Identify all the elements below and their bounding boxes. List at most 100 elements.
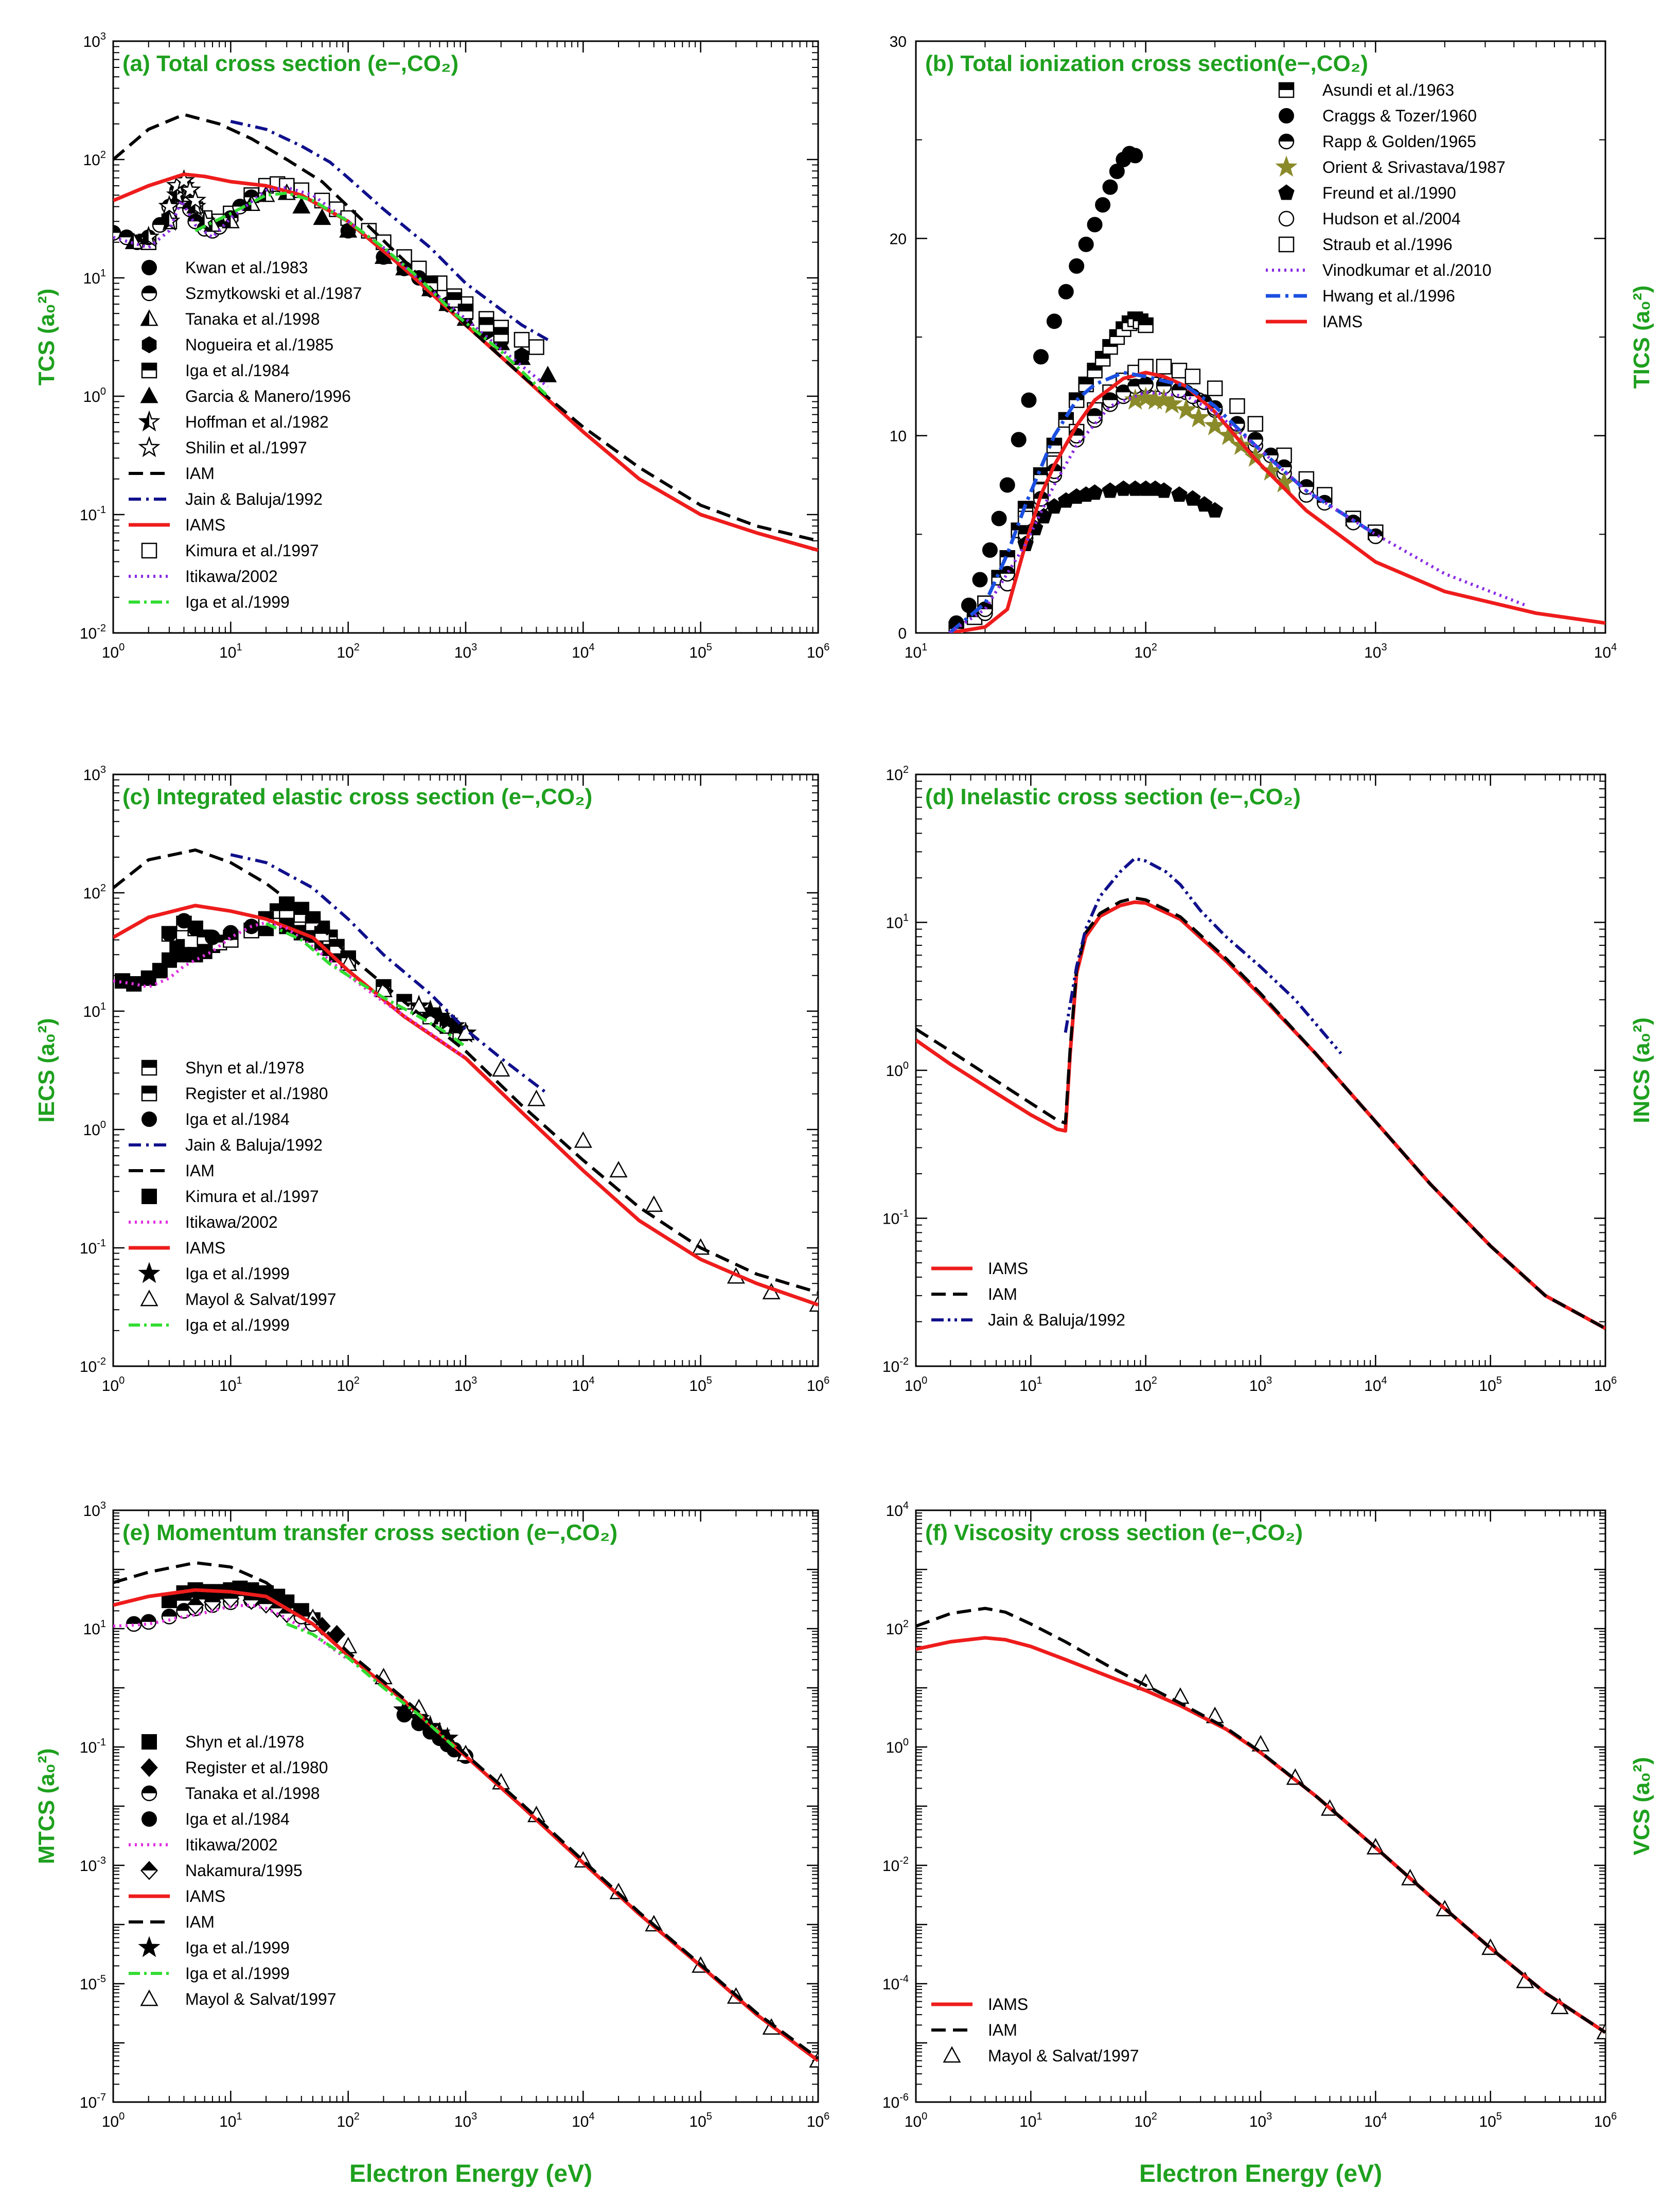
y-tick-label: 10-2	[882, 1356, 909, 1375]
panel-title-e: (e) Momentum transfer cross section (e−,…	[122, 1520, 617, 1545]
series-line-iams	[113, 904, 818, 1307]
legend-label: Rapp & Golden/1965	[1322, 132, 1476, 151]
series-craggs-tozer-1960	[948, 146, 1143, 631]
legend-entry: IAMS	[129, 516, 225, 534]
legend-entry: Tanaka et al./1998	[140, 309, 320, 328]
y-tick-label: 100	[83, 1119, 107, 1139]
legend-label: Itikawa/2002	[185, 1213, 278, 1231]
data-point	[1058, 284, 1074, 299]
x-tick-label: 104	[1364, 2111, 1387, 2130]
legend-entry: Iga et al./1999	[138, 1262, 290, 1283]
series-line-iam	[113, 1561, 818, 2060]
legend-label: Shyn et al./1978	[185, 1733, 304, 1751]
data-point	[609, 1161, 628, 1178]
x-tick-label: 102	[1134, 2111, 1157, 2130]
legend-label: Nakamura/1995	[185, 1861, 303, 1880]
data-point	[982, 542, 998, 558]
legend-label: Orient & Srivastava/1987	[1322, 158, 1506, 177]
y-tick-label: 20	[890, 231, 907, 248]
y-tick-label: 10-6	[882, 2092, 909, 2111]
series-group	[113, 113, 818, 552]
legend-label: IAMS	[185, 516, 225, 534]
legend-entry: Itikawa/2002	[129, 1213, 278, 1231]
legend-marker	[1275, 155, 1298, 177]
x-axis-label-left: Electron Energy (eV)	[349, 2160, 592, 2187]
y-tick-label: 100	[886, 1737, 909, 1756]
x-tick-label: 100	[102, 1375, 125, 1395]
legend-entry: Asundi et al./1963	[1278, 81, 1454, 99]
series-nakamura-1995	[186, 1589, 296, 1623]
legend-label: Kimura et al./1997	[185, 541, 319, 560]
series-line-iam	[916, 896, 1605, 1330]
legend-entry: Hudson et al./2004	[1278, 209, 1461, 228]
legend-entry: Garcia & Manero/1996	[140, 386, 351, 405]
legend-entry: Rapp & Golden/1965	[1278, 132, 1476, 151]
legend-entry: Kwan et al./1983	[142, 258, 308, 277]
legend-marker	[140, 386, 158, 403]
y-axis-ticks: 10-7 10-5 10-3 10-1 101 103	[80, 1500, 818, 2111]
legend-label: IAMS	[185, 1887, 225, 1905]
x-tick-label: 103	[454, 1375, 478, 1395]
legend-label: Jain & Baluja/1992	[185, 490, 323, 508]
series-shilin-et-al-1997	[158, 169, 207, 216]
series-group	[113, 1561, 818, 2068]
panel-title-c: (c) Integrated elastic cross section (e−…	[122, 784, 592, 809]
legend-label: Jain & Baluja/1992	[185, 1136, 323, 1154]
y-tick-label: 10-4	[882, 1973, 909, 1993]
x-tick-label: 102	[337, 1375, 360, 1395]
y-axis-label-e: MTCS (a₀²)	[34, 1748, 59, 1864]
x-tick-label: 103	[1249, 1375, 1272, 1395]
data-point	[161, 926, 177, 942]
legend-marker	[141, 362, 157, 379]
data-point	[1184, 490, 1201, 506]
legend-marker	[142, 1811, 157, 1827]
y-axis-ticks: 0 10 20 30	[890, 33, 1605, 642]
x-tick-label: 100	[905, 1375, 928, 1395]
legend-label: Hoffman et al./1982	[185, 413, 329, 431]
y-tick-label: 10	[890, 428, 907, 445]
legend-marker	[138, 1936, 161, 1957]
legend-entry: Shyn et al./1978	[142, 1733, 304, 1751]
legend-entry: Straub et al./1996	[1278, 235, 1453, 254]
x-tick-label: 100	[102, 642, 125, 661]
legend-f: IAMS IAM Mayol & Salvat/1997	[931, 1995, 1139, 2065]
x-tick-label: 103	[1364, 642, 1387, 661]
data-point	[161, 1609, 178, 1625]
legend-label: Hwang et al./1996	[1322, 287, 1455, 305]
legend-marker	[1278, 133, 1295, 150]
series-group	[916, 1607, 1605, 2040]
x-tick-label: 100	[905, 2111, 928, 2130]
x-tick-label: 105	[1479, 2111, 1502, 2130]
data-point	[527, 1089, 545, 1106]
legend-entry: Jain & Baluja/1992	[129, 1136, 323, 1154]
y-tick-label: 10-3	[80, 1855, 106, 1875]
y-tick-label: 100	[886, 1060, 909, 1080]
data-point	[313, 208, 331, 225]
legend-label: IAM	[988, 1285, 1017, 1303]
legend-label: IAMS	[988, 1995, 1028, 2014]
legend-entry: Jain & Baluja/1992	[931, 1311, 1125, 1329]
y-tick-label: 100	[83, 386, 107, 405]
legend-entry: IAMS	[931, 1259, 1028, 1278]
legend-entry: Iga et al./1999	[129, 1964, 290, 1983]
legend-entry: Szmytkowski et al./1987	[141, 284, 362, 303]
y-tick-label: 103	[83, 1500, 107, 1520]
legend-entry: Itikawa/2002	[129, 567, 278, 586]
data-point	[1138, 376, 1154, 393]
legend-marker	[1278, 82, 1295, 98]
legend-entry: Nakamura/1995	[140, 1861, 303, 1880]
data-point	[972, 572, 988, 588]
legend-marker	[141, 542, 157, 559]
data-point	[223, 925, 239, 941]
x-tick-label: 106	[807, 2111, 830, 2130]
legend-entry: Iga et al./1999	[129, 1316, 290, 1334]
data-point	[1021, 392, 1037, 408]
x-axis-ticks: 100 101 102 103 104 105 106	[905, 1510, 1617, 2130]
series-line-iga-et-al-1999	[286, 1622, 455, 1749]
series-line-hwang-et-al-1996	[948, 370, 1377, 633]
data-point	[1033, 349, 1049, 365]
legend-d: IAMS IAM Jain & Baluja/1992	[931, 1259, 1125, 1329]
data-point	[1247, 416, 1264, 432]
chart-panel-c: 100 101 102 103 104 105 10610-210-110010110210…	[34, 764, 829, 1395]
